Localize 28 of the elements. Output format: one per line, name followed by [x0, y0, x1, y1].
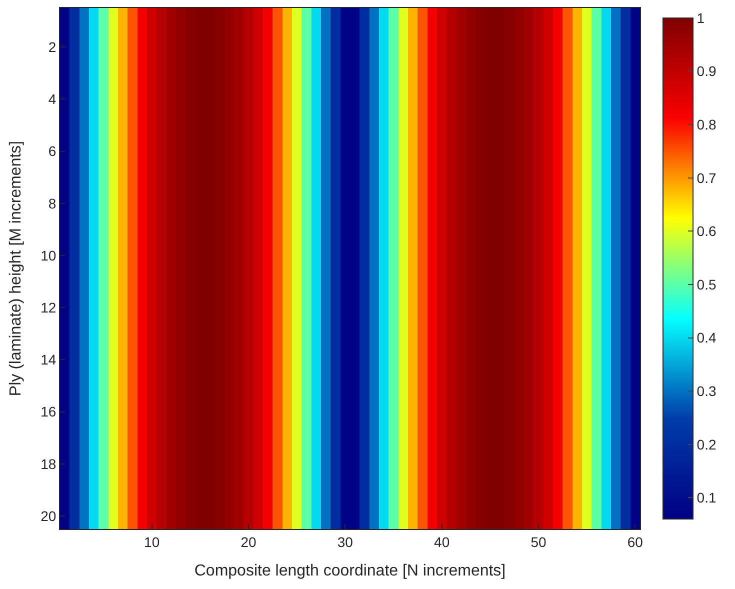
- color-bar-label: 0.7: [696, 170, 716, 186]
- x-tick-label: 20: [240, 534, 256, 550]
- color-bar-label: 0.8: [696, 116, 716, 132]
- color-bar-label: 0.5: [696, 276, 716, 292]
- y-tick-label: 12: [40, 299, 56, 316]
- color-bar-label: 0.3: [696, 382, 716, 399]
- x-tick-label: 50: [530, 534, 546, 550]
- x-axis-title: Composite length coordinate [N increments]: [194, 562, 506, 580]
- y-tick-label: 10: [40, 247, 56, 264]
- y-tick-label: 4: [48, 91, 56, 108]
- x-tick-label: 40: [434, 534, 450, 550]
- x-tick-label: 10: [144, 534, 160, 550]
- x-tick-label: 60: [627, 534, 644, 550]
- y-axis-title: Ply (laminate) height [M increments]: [8, 140, 25, 396]
- color-bar-label: 0.9: [696, 63, 716, 80]
- y-tick-label: 2: [48, 38, 56, 55]
- x-tick-label: 30: [337, 534, 354, 550]
- color-bar-label: 1: [696, 10, 705, 26]
- color-bar-label: 0.1: [696, 490, 716, 506]
- y-tick-label: 6: [48, 143, 56, 160]
- y-tick-label: 18: [40, 456, 56, 472]
- color-bar-label: 0.4: [696, 330, 716, 346]
- color-bar-label: 0.2: [696, 436, 716, 452]
- y-tick-label: 8: [48, 195, 56, 212]
- y-tick-label: 20: [40, 508, 56, 524]
- y-tick-label: 16: [40, 404, 56, 420]
- y-tick-label: 14: [40, 352, 56, 368]
- color-bar-label: 0.6: [696, 223, 716, 240]
